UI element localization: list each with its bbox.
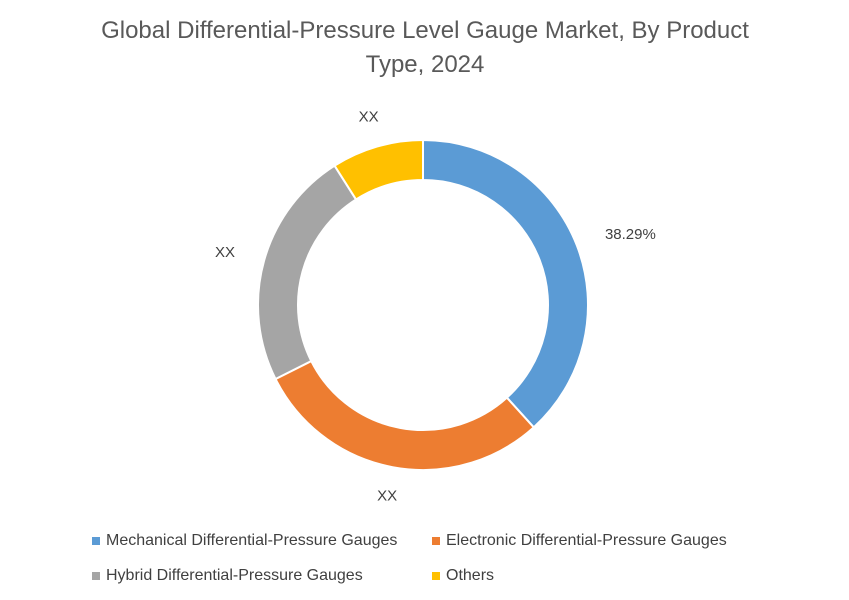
donut-slice: [257, 164, 358, 381]
chart-title: Global Differential-Pressure Level Gauge…: [101, 17, 749, 78]
data-label: XX: [377, 488, 397, 505]
data-label: XX: [215, 244, 235, 261]
data-label: 38.29%: [605, 226, 656, 243]
legend-label: Mechanical Differential-Pressure Gauges: [106, 532, 397, 549]
legend-label: Electronic Differential-Pressure Gauges: [446, 532, 727, 549]
legend-swatch: [92, 572, 100, 580]
legend-label: Others: [446, 567, 494, 584]
legend-swatch: [432, 572, 440, 580]
donut-slice: [422, 138, 589, 429]
donut-slice: [274, 359, 536, 471]
legend-label: Hybrid Differential-Pressure Gauges: [106, 567, 363, 584]
legend-swatch: [432, 537, 440, 545]
data-label: XX: [359, 109, 379, 126]
donut-slice: [333, 138, 424, 201]
legend-swatch: [92, 537, 100, 545]
